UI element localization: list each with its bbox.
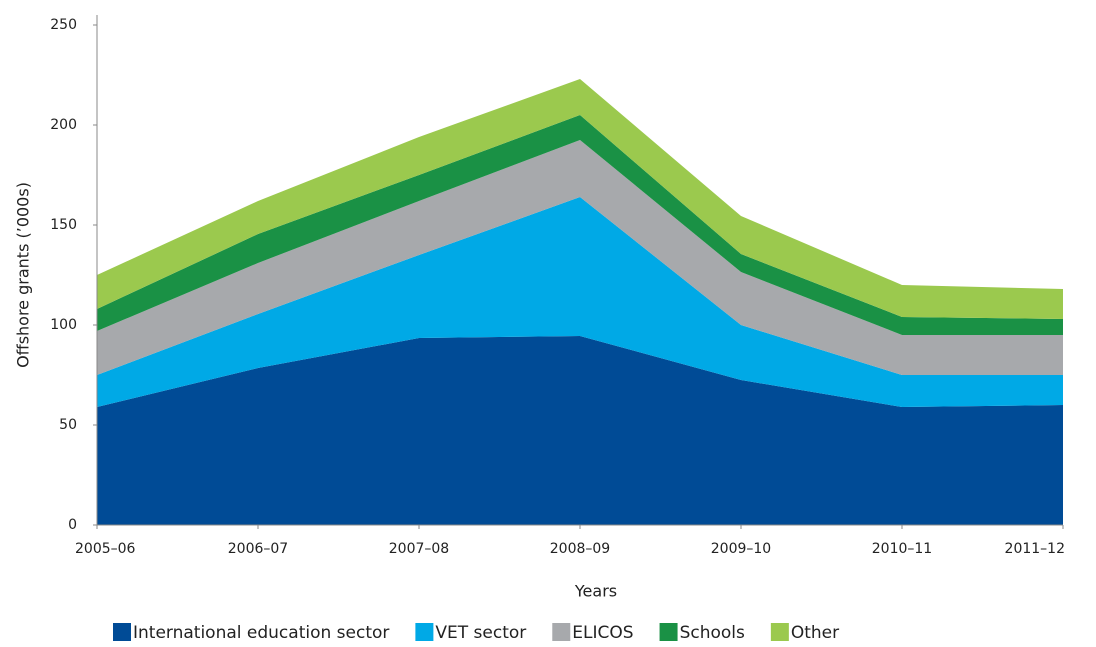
legend-swatch bbox=[659, 623, 678, 641]
legend-label: Schools bbox=[680, 623, 745, 643]
y-tick-label: 0 bbox=[68, 517, 77, 533]
x-axis-title: Years bbox=[574, 582, 617, 601]
area bbox=[97, 115, 1063, 335]
legend-swatch bbox=[113, 623, 131, 641]
y-tick-label: 250 bbox=[50, 17, 77, 33]
y-tick-label: 200 bbox=[50, 117, 77, 133]
area bbox=[97, 140, 1063, 375]
x-tick-label: 2008–09 bbox=[550, 541, 610, 557]
y-tick-label: 150 bbox=[50, 217, 77, 233]
legend-swatch bbox=[770, 623, 789, 641]
area bbox=[97, 197, 1063, 407]
legend-label: ELICOS bbox=[572, 623, 633, 643]
y-tick-label: 100 bbox=[50, 317, 77, 333]
legend-swatch bbox=[415, 623, 434, 641]
y-tick-label: 50 bbox=[59, 417, 77, 433]
x-tick-label: 2007–08 bbox=[389, 541, 449, 557]
area bbox=[97, 336, 1063, 525]
area bbox=[97, 79, 1063, 319]
legend-label: International education sector bbox=[133, 623, 389, 643]
legend-swatch bbox=[552, 623, 571, 641]
x-tick-label: 2009–10 bbox=[711, 541, 771, 557]
y-axis-title: Offshore grants (’000s) bbox=[14, 182, 33, 368]
legend-label: VET sector bbox=[435, 623, 526, 643]
x-tick-label: 2005–06 bbox=[75, 541, 136, 557]
x-tick-label: 2010–11 bbox=[872, 541, 932, 557]
x-tick-label: 2006–07 bbox=[228, 541, 288, 557]
legend-label: Other bbox=[791, 623, 839, 643]
x-tick-label: 2011–12 bbox=[1005, 541, 1065, 557]
